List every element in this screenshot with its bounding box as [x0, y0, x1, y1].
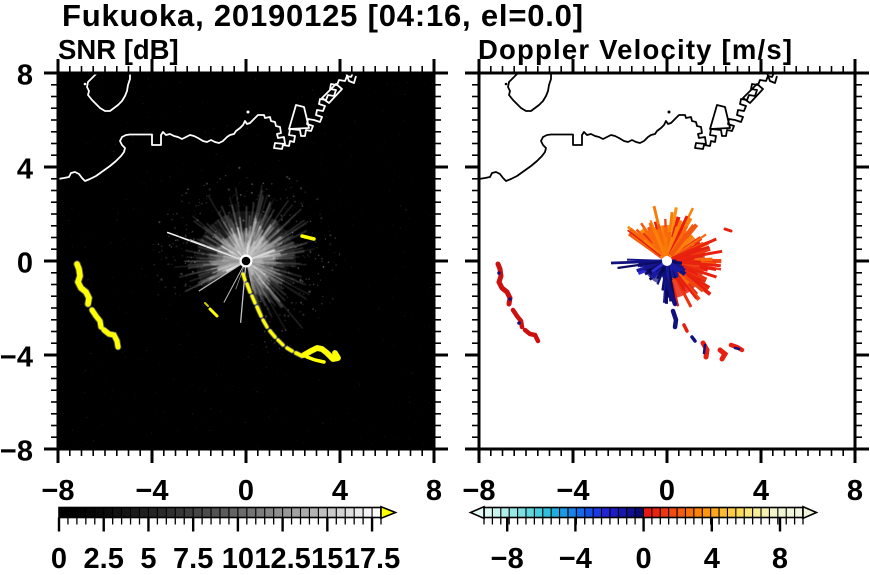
- svg-text:−8: −8: [462, 475, 495, 507]
- svg-text:SNR [dB]: SNR [dB]: [58, 34, 179, 65]
- svg-text:4: 4: [753, 475, 769, 507]
- svg-text:−8: −8: [0, 436, 33, 468]
- svg-text:15: 15: [311, 543, 343, 570]
- svg-text:Fukuoka, 20190125 [04:16, el=0: Fukuoka, 20190125 [04:16, el=0.0]: [62, 0, 584, 33]
- svg-text:0: 0: [17, 248, 33, 280]
- svg-text:−4: −4: [135, 475, 168, 507]
- svg-text:12.5: 12.5: [254, 543, 310, 570]
- svg-text:8: 8: [17, 60, 33, 92]
- svg-text:4: 4: [17, 154, 33, 186]
- svg-text:10: 10: [222, 543, 254, 570]
- svg-text:8: 8: [772, 543, 788, 570]
- svg-text:−4: −4: [0, 342, 33, 374]
- svg-text:8: 8: [426, 475, 442, 507]
- svg-text:2.5: 2.5: [84, 543, 124, 570]
- svg-text:0: 0: [636, 543, 652, 570]
- svg-text:0: 0: [659, 475, 675, 507]
- svg-text:8: 8: [847, 475, 863, 507]
- svg-text:0: 0: [238, 475, 254, 507]
- svg-text:4: 4: [332, 475, 348, 507]
- svg-text:−4: −4: [556, 475, 589, 507]
- svg-text:4: 4: [704, 543, 720, 570]
- svg-text:−4: −4: [559, 543, 592, 570]
- svg-text:7.5: 7.5: [173, 543, 213, 570]
- svg-text:5: 5: [140, 543, 156, 570]
- svg-text:−8: −8: [41, 475, 74, 507]
- svg-text:17.5: 17.5: [344, 543, 400, 570]
- svg-text:Doppler Velocity [m/s]: Doppler Velocity [m/s]: [478, 34, 793, 65]
- svg-text:−8: −8: [491, 543, 524, 570]
- svg-text:0: 0: [51, 543, 67, 570]
